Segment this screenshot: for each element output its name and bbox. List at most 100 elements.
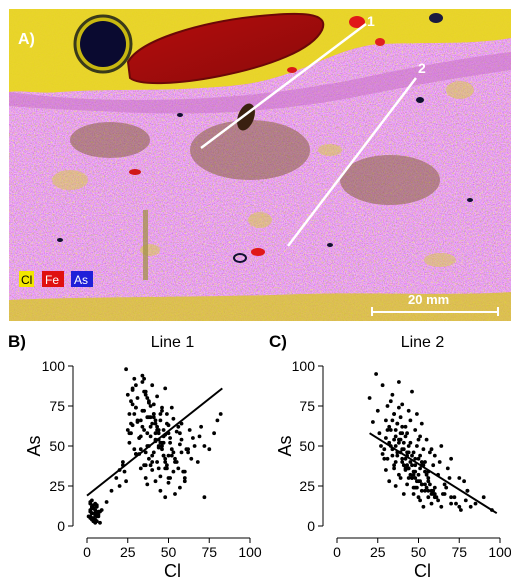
data-point (142, 389, 147, 394)
data-point (134, 405, 138, 410)
data-point (454, 501, 458, 506)
data-point (93, 511, 98, 516)
data-point (410, 476, 414, 480)
x-axis-label-c: Cl (414, 561, 431, 581)
data-point (415, 412, 419, 416)
y-tick-label: 0 (307, 518, 315, 534)
panel-label-a: A) (18, 31, 35, 48)
data-point (158, 474, 163, 479)
data-point (150, 460, 155, 464)
data-point (122, 469, 127, 474)
data-point (138, 418, 143, 423)
y-tick-label: 25 (49, 478, 65, 494)
data-point (90, 511, 94, 516)
data-point (418, 453, 422, 458)
data-point (416, 495, 421, 500)
data-point (151, 412, 156, 416)
data-point (429, 501, 434, 506)
data-point (392, 412, 396, 416)
data-point (176, 424, 181, 429)
data-point (129, 399, 133, 404)
data-point (90, 498, 94, 503)
data-point (405, 482, 409, 487)
data-point (400, 402, 405, 407)
data-point (153, 479, 158, 484)
data-point (408, 472, 413, 477)
pore-core (80, 21, 126, 67)
data-point (168, 476, 173, 480)
data-point (153, 431, 158, 436)
legend-swatch-as (71, 271, 93, 287)
data-point (98, 509, 102, 514)
data-point (140, 380, 145, 384)
data-point (429, 447, 434, 452)
data-point (392, 463, 396, 468)
legend-swatch-fe (42, 271, 64, 287)
data-point (428, 450, 432, 455)
chart-title-b: Line 1 (151, 334, 195, 351)
data-point (428, 482, 432, 487)
data-point (138, 447, 143, 452)
data-point (382, 456, 387, 461)
data-point (155, 460, 160, 464)
data-point (178, 442, 182, 447)
transect-line-2 (287, 77, 417, 247)
data-point (441, 492, 445, 496)
data-point (411, 492, 416, 496)
data-point (163, 495, 168, 500)
data-point (413, 463, 418, 468)
data-point (169, 405, 174, 410)
data-point (390, 453, 395, 458)
data-point (158, 488, 163, 493)
data-point (401, 440, 406, 445)
data-point (400, 424, 405, 429)
data-point (406, 408, 411, 413)
x-tick-label: 50 (411, 544, 427, 560)
data-point (173, 460, 177, 464)
data-point (148, 463, 153, 468)
x-tick-label: 75 (451, 544, 467, 560)
data-point (388, 399, 393, 404)
scale-bar-label: 20 mm (408, 292, 449, 307)
data-point (151, 415, 156, 420)
data-point (96, 514, 101, 519)
data-point (397, 437, 401, 442)
legend-label-fe: Fe (45, 273, 59, 287)
data-point (384, 436, 388, 440)
data-point (403, 434, 408, 439)
data-point (392, 466, 396, 471)
data-point (393, 434, 398, 439)
data-point (445, 466, 450, 471)
x-tick-label: 100 (238, 544, 262, 560)
data-point (437, 460, 442, 464)
data-point (182, 469, 187, 474)
data-point (439, 504, 444, 509)
data-point (403, 468, 408, 472)
data-point (140, 408, 145, 413)
data-point (150, 421, 155, 426)
data-point (140, 373, 145, 378)
y-tick-label: 100 (42, 358, 66, 374)
data-point (189, 456, 194, 461)
data-point (192, 444, 197, 448)
data-point (410, 389, 414, 394)
data-point (130, 388, 135, 392)
data-point (165, 412, 169, 416)
data-point (403, 424, 408, 429)
data-point (418, 479, 422, 484)
data-point (415, 479, 419, 484)
data-point (145, 431, 150, 436)
data-point (410, 453, 414, 458)
panel-label-c: C) (269, 332, 287, 351)
data-point (439, 444, 444, 448)
data-point (150, 383, 155, 388)
data-point (423, 460, 427, 464)
data-point (104, 500, 109, 504)
data-point (171, 416, 176, 421)
data-point (379, 444, 383, 448)
x-tick-label: 25 (120, 544, 136, 560)
data-point (86, 514, 91, 519)
scatter-chart-line-1: B) Line 1 0 25 50 75 100 0 25 50 75 100 Cl As (8, 332, 262, 581)
bottom-rim (9, 292, 511, 321)
data-point (91, 506, 96, 511)
